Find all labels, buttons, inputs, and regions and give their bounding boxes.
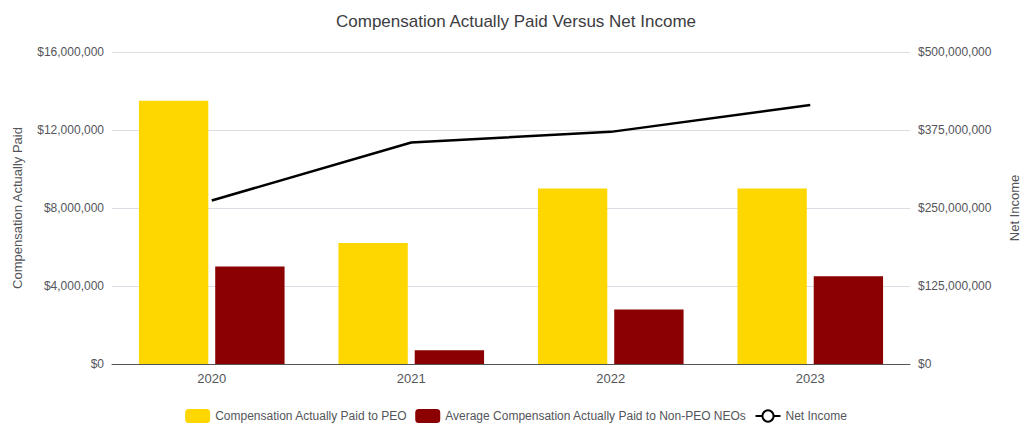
svg-text:2022: 2022 <box>596 371 625 386</box>
svg-text:Compensation Actually Paid Ver: Compensation Actually Paid Versus Net In… <box>336 12 696 31</box>
svg-text:2021: 2021 <box>397 371 426 386</box>
svg-text:$125,000,000: $125,000,000 <box>918 279 992 293</box>
svg-text:2023: 2023 <box>796 371 825 386</box>
svg-text:Net Income: Net Income <box>1007 175 1022 241</box>
svg-text:Compensation Actually Paid: Compensation Actually Paid <box>10 127 25 289</box>
svg-text:$500,000,000: $500,000,000 <box>918 45 992 59</box>
svg-text:$0: $0 <box>91 357 105 371</box>
svg-text:$12,000,000: $12,000,000 <box>37 123 104 137</box>
svg-text:$250,000,000: $250,000,000 <box>918 201 992 215</box>
svg-text:$4,000,000: $4,000,000 <box>44 279 104 293</box>
svg-text:$375,000,000: $375,000,000 <box>918 123 992 137</box>
svg-text:Net Income: Net Income <box>786 409 848 423</box>
svg-text:Compensation Actually Paid to: Compensation Actually Paid to PEO <box>215 409 406 423</box>
svg-text:Average Compensation Actually: Average Compensation Actually Paid to No… <box>445 409 746 423</box>
svg-text:$0: $0 <box>918 357 932 371</box>
svg-text:2020: 2020 <box>197 371 226 386</box>
svg-text:$8,000,000: $8,000,000 <box>44 201 104 215</box>
svg-text:$16,000,000: $16,000,000 <box>37 45 104 59</box>
